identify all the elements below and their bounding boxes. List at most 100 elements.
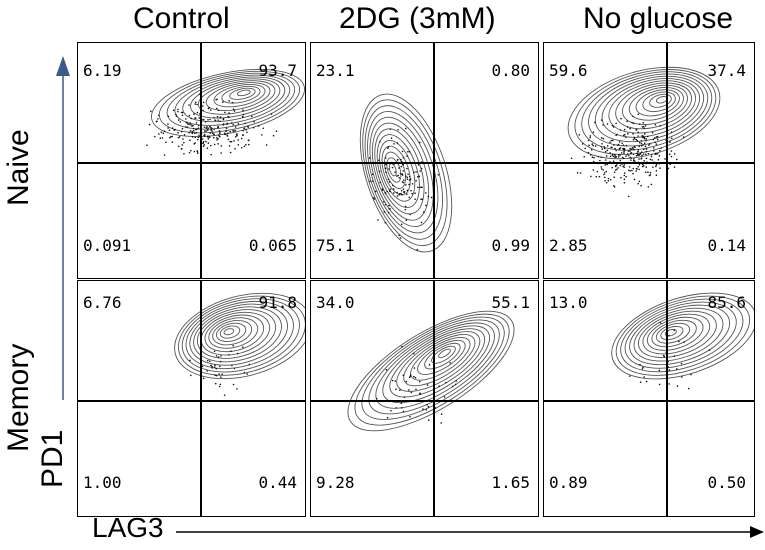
event-dot (414, 198, 416, 200)
event-dot (207, 127, 209, 129)
event-dot (642, 122, 644, 124)
contour-ring (223, 328, 235, 336)
quadrant-vline (433, 43, 435, 278)
column-header-no-glucose: No glucose (583, 2, 734, 35)
contour-plot (347, 310, 515, 432)
event-dot (206, 359, 209, 362)
event-dot (611, 153, 614, 156)
event-dot (202, 377, 205, 380)
panel-naive-no-glucose: 59.6 37.4 2.85 0.14 (543, 42, 755, 279)
contour-ring (376, 134, 420, 208)
event-dot (600, 146, 603, 148)
quadrant-ur-value: 55.1 (491, 293, 530, 312)
event-dot (196, 128, 198, 130)
event-dot (600, 137, 603, 139)
event-dot (232, 123, 235, 126)
event-dot (228, 100, 230, 102)
event-dot (207, 118, 209, 121)
event-dot (183, 141, 185, 144)
quadrant-ur-value: 93.7 (258, 61, 297, 80)
quadrant-vline (433, 281, 435, 516)
event-dot (167, 127, 169, 129)
event-dot (619, 164, 622, 167)
event-dot (387, 147, 389, 149)
event-dot (642, 148, 645, 151)
event-dot (196, 103, 198, 106)
event-dot (195, 101, 197, 104)
event-dot (404, 175, 407, 177)
event-dot (408, 196, 411, 199)
event-dot (669, 163, 672, 166)
event-dot (383, 211, 386, 213)
event-dot (616, 144, 619, 146)
quadrant-ul-value: 34.0 (316, 293, 355, 312)
event-dot (635, 170, 638, 172)
event-dots (146, 93, 278, 156)
event-dot (600, 119, 603, 121)
event-dot (623, 181, 626, 184)
event-dot (623, 174, 626, 177)
event-dot (434, 407, 437, 409)
event-dot (243, 145, 246, 148)
contour-ring (642, 91, 676, 113)
event-dot (413, 375, 415, 378)
event-dot (420, 167, 423, 170)
quadrant-lr-value: 0.065 (248, 236, 297, 255)
event-dot (234, 136, 237, 138)
event-dot (191, 136, 194, 138)
contour-ring (354, 313, 510, 426)
event-dot (217, 109, 220, 112)
event-dot (210, 364, 212, 367)
event-dot (658, 154, 661, 157)
event-dot (427, 405, 430, 408)
event-dot (201, 365, 204, 368)
event-dot (229, 130, 232, 133)
contour-ring (581, 71, 713, 151)
event-dot (670, 131, 673, 133)
contour-ring (622, 84, 688, 125)
event-dot (645, 148, 648, 150)
event-dot (606, 145, 609, 147)
event-dot (217, 142, 219, 145)
event-dot (617, 156, 620, 158)
event-dot (417, 186, 419, 189)
event-dot (218, 130, 221, 132)
contour-ring (389, 328, 486, 398)
event-dot (621, 142, 623, 144)
event-dot (630, 148, 633, 151)
event-dot (253, 120, 255, 123)
event-dot (656, 152, 659, 155)
event-dot (649, 158, 652, 161)
event-dot (222, 118, 225, 121)
event-dot (637, 135, 639, 137)
event-dot (620, 117, 622, 120)
quadrant-ll-value: 0.091 (83, 236, 132, 255)
event-dot (641, 126, 644, 128)
event-dot (638, 180, 641, 183)
event-dot (398, 167, 400, 169)
event-dot (214, 364, 216, 366)
event-dot (242, 113, 245, 116)
event-dot (673, 153, 676, 155)
contour-ring (417, 339, 466, 375)
event-dot (373, 198, 376, 200)
event-dot (616, 168, 618, 171)
x-axis-arrow-head (750, 526, 764, 538)
event-dot (401, 345, 403, 348)
event-dot (405, 219, 408, 221)
event-dot (227, 138, 230, 141)
event-dot (418, 175, 421, 178)
event-dot (405, 127, 407, 130)
event-dot (655, 169, 658, 172)
event-dot (213, 350, 216, 353)
event-dot (664, 158, 666, 160)
event-dot (653, 137, 656, 139)
event-dot (629, 156, 632, 159)
event-dot (382, 201, 385, 203)
event-dot (230, 140, 233, 143)
event-dot (592, 144, 594, 147)
event-dot (641, 163, 644, 166)
event-dot (641, 165, 644, 168)
event-dot (397, 174, 399, 177)
event-dot (224, 133, 227, 136)
